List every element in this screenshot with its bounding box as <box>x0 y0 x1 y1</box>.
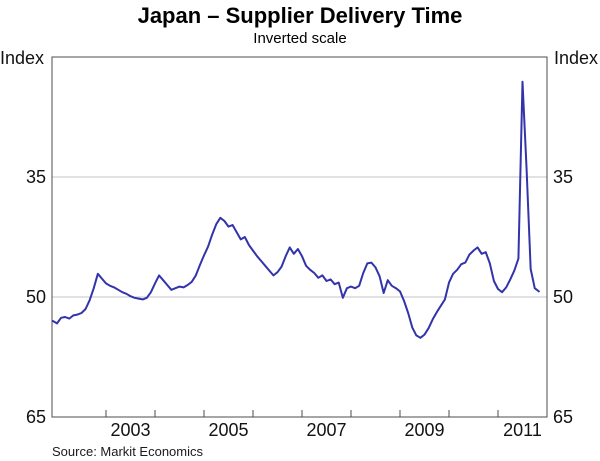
x-axis-ticks <box>105 410 499 417</box>
y-label-left-65: 65 <box>26 407 46 427</box>
chart-subtitle: Inverted scale <box>253 30 346 47</box>
y-axis-unit-right: Index <box>554 48 598 68</box>
page-title: Japan – Supplier Delivery Time <box>138 3 463 28</box>
x-label-2003: 2003 <box>110 420 150 440</box>
gridlines <box>52 176 547 298</box>
y-label-left-50: 50 <box>26 287 46 307</box>
x-label-2011: 2011 <box>503 420 542 440</box>
y-label-left-35: 35 <box>26 167 46 187</box>
x-axis-year-labels: 2003 2005 2007 2009 2011 <box>110 420 541 440</box>
x-label-2005: 2005 <box>208 420 248 440</box>
x-label-2009: 2009 <box>404 420 444 440</box>
y-label-right-35: 35 <box>553 167 573 187</box>
y-axis-unit-left: Index <box>0 48 44 68</box>
plot-frame <box>51 56 548 418</box>
y-label-right-50: 50 <box>553 287 573 307</box>
x-label-2007: 2007 <box>306 420 346 440</box>
source-note: Source: Markit Economics <box>52 444 203 459</box>
series-line <box>51 80 540 339</box>
y-label-right-65: 65 <box>553 407 573 427</box>
y-axis-labels-left: 35 50 65 <box>26 167 46 427</box>
y-axis-labels-right: 35 50 65 <box>553 167 573 427</box>
